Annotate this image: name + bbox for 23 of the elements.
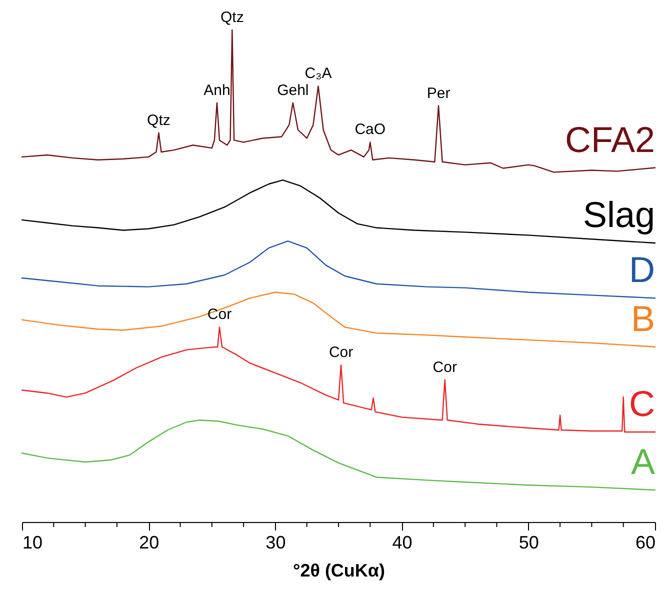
annotation: CaO — [354, 121, 386, 138]
annotation: Per — [426, 84, 450, 102]
series-label: C — [629, 382, 655, 424]
annotation: Qtz — [220, 9, 244, 26]
x-tick-label: 30 — [266, 532, 286, 552]
x-tick-label: 10 — [22, 532, 43, 552]
series-label: Slag — [582, 194, 655, 236]
annotation: Cor — [207, 306, 232, 324]
series-label: D — [629, 249, 655, 290]
x-tick-label: 40 — [392, 532, 412, 552]
x-tick-label: 60 — [635, 532, 656, 552]
x-axis-title: °2θ (CuKα) — [293, 560, 385, 580]
annotation: Cor — [432, 358, 457, 376]
series-label: CFA2 — [564, 118, 655, 160]
annotation: Gehl — [277, 82, 309, 99]
series-label: A — [630, 441, 655, 482]
x-tick-label: 20 — [139, 532, 160, 552]
annotation: Qtz — [147, 112, 170, 129]
annotation: Anh — [204, 82, 230, 99]
annotation: Cor — [328, 344, 354, 362]
annotation: C₃A — [304, 65, 332, 82]
series-label: B — [630, 298, 655, 339]
x-tick-label: 50 — [518, 532, 539, 552]
